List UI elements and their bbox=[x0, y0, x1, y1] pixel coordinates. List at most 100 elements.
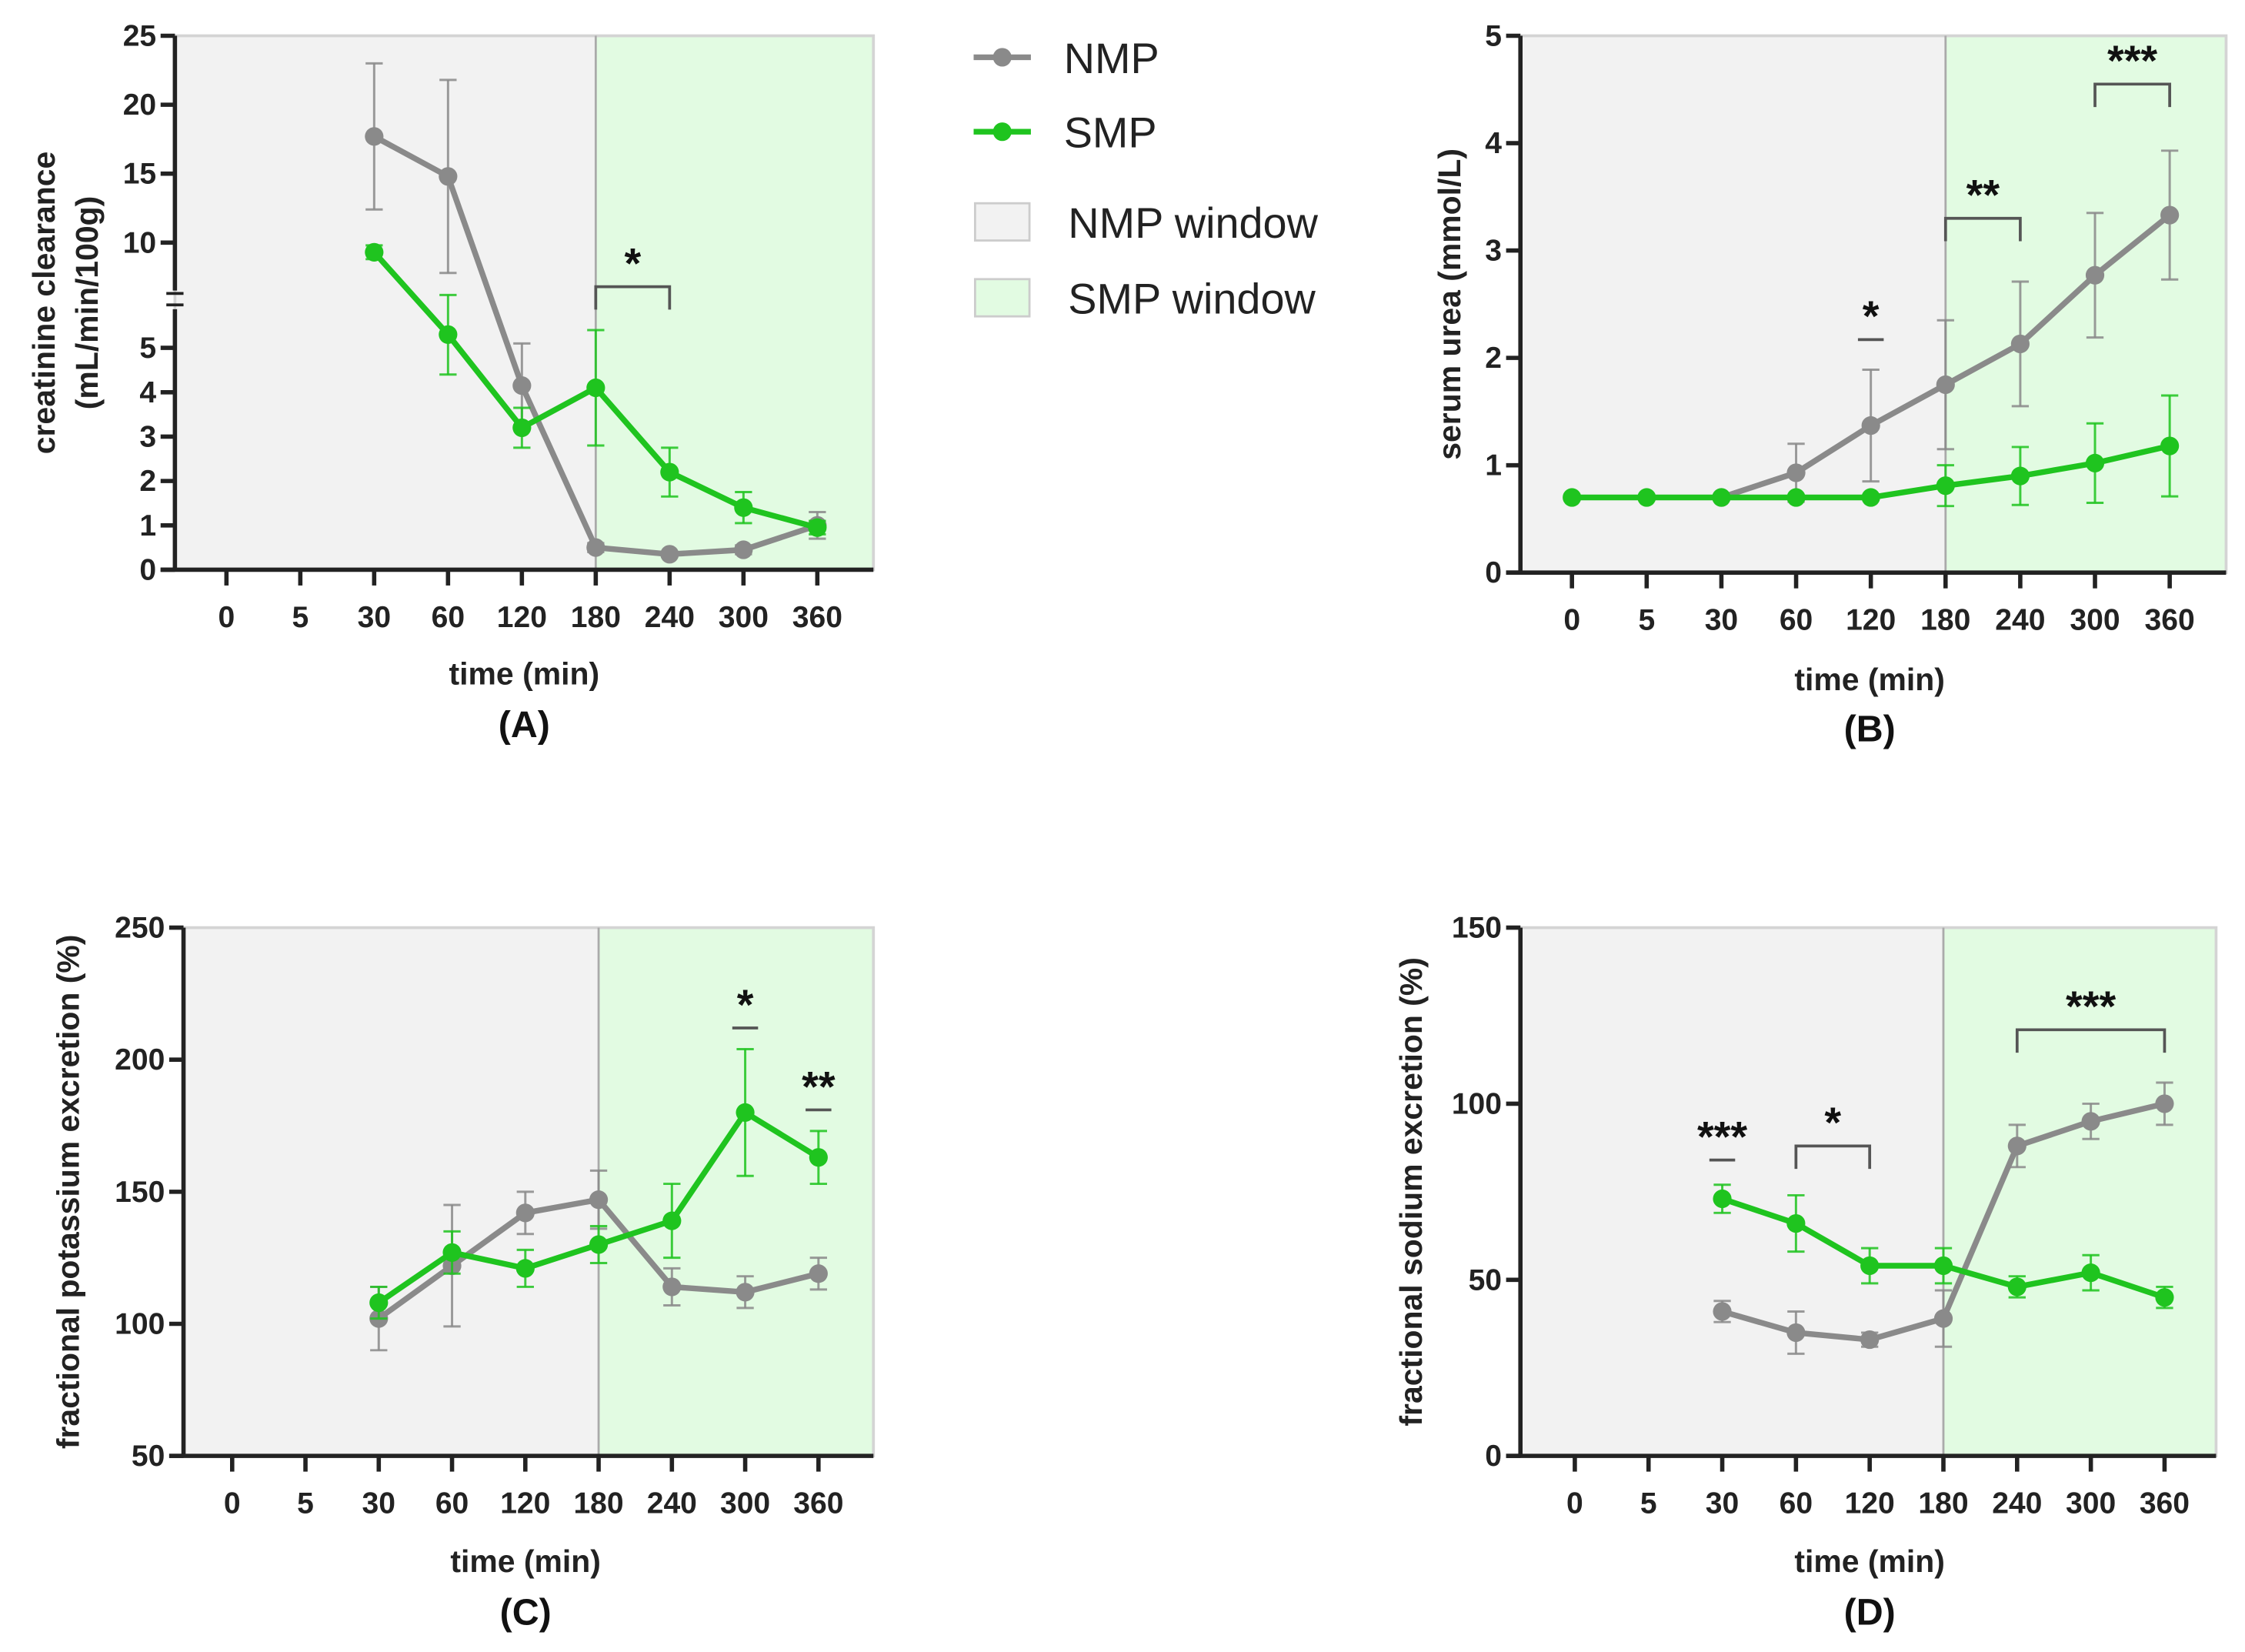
y-tick-label: 2 bbox=[139, 465, 156, 498]
data-point bbox=[369, 1293, 389, 1313]
data-point bbox=[1933, 1309, 1953, 1328]
y-axis-label: creatinine clearance bbox=[26, 152, 62, 455]
nmp-window-region bbox=[1520, 927, 1943, 1457]
legend-label: NMP bbox=[1064, 34, 1159, 82]
data-point bbox=[365, 127, 384, 146]
data-point bbox=[2085, 265, 2105, 285]
x-axis-label: time (min) bbox=[450, 1544, 601, 1579]
data-point bbox=[662, 1277, 682, 1297]
x-tick-label: 5 bbox=[1638, 604, 1655, 637]
x-tick-label: 0 bbox=[224, 1487, 241, 1520]
x-tick-label: 60 bbox=[1780, 604, 1813, 637]
x-tick-label: 240 bbox=[1992, 1487, 2042, 1520]
x-tick-label: 30 bbox=[362, 1487, 395, 1520]
significance-bracket bbox=[2093, 82, 2171, 108]
x-tick-label: 360 bbox=[2145, 604, 2195, 637]
x-axis-label: time (min) bbox=[1794, 662, 1945, 697]
x-tick-label: 300 bbox=[2070, 604, 2120, 637]
legend-item-nmp-window: NMP window bbox=[973, 199, 1319, 247]
smp-window-region bbox=[1943, 927, 2217, 1457]
data-point bbox=[1936, 476, 1955, 496]
x-tick-label: 180 bbox=[1918, 1487, 1968, 1520]
panel-a: 0 1 2 3 4 5 10 15 20 25 0 5 30 60 120 180 240 300 360 time … bbox=[26, 20, 876, 746]
data-point bbox=[1933, 1256, 1953, 1276]
data-point bbox=[809, 1264, 828, 1283]
x-tick-label: 300 bbox=[2066, 1487, 2116, 1520]
data-point bbox=[512, 418, 532, 438]
panel-label: (B) bbox=[1844, 709, 1896, 750]
y-tick-label: 10 bbox=[123, 226, 156, 259]
y-tick-label: 150 bbox=[1452, 912, 1502, 945]
x-axis-label: time (min) bbox=[449, 656, 600, 691]
data-point bbox=[1860, 1330, 1880, 1350]
x-tick-label: 180 bbox=[573, 1487, 623, 1520]
x-tick-label: 240 bbox=[647, 1487, 697, 1520]
data-point bbox=[512, 376, 532, 395]
significance-label: * bbox=[737, 980, 754, 1029]
smp-window-region bbox=[595, 35, 874, 570]
x-tick-label: 180 bbox=[571, 601, 621, 634]
y-tick-label: 15 bbox=[123, 158, 156, 191]
y-tick-label: 150 bbox=[115, 1176, 165, 1209]
data-point bbox=[734, 498, 753, 517]
data-point bbox=[660, 545, 679, 564]
nmp-window-region bbox=[183, 927, 599, 1457]
x-tick-label: 240 bbox=[645, 601, 695, 634]
data-point bbox=[2160, 205, 2180, 225]
data-point bbox=[1860, 1256, 1880, 1276]
legend-swatch bbox=[973, 202, 1031, 242]
data-point bbox=[1713, 1189, 1732, 1209]
y-tick-label: 2 bbox=[1485, 342, 1502, 375]
legend-label: SMP bbox=[1064, 108, 1157, 157]
x-tick-label: 360 bbox=[793, 1487, 843, 1520]
panel-b: 0 1 2 3 4 5 0 5 30 60 120 180 240 300 360 time (min) ser… bbox=[1432, 20, 2228, 750]
y-tick-label: 1 bbox=[139, 509, 156, 542]
significance-label: ** bbox=[802, 1062, 836, 1110]
panel-label: (A) bbox=[499, 704, 550, 746]
x-tick-label: 30 bbox=[1706, 1487, 1739, 1520]
x-tick-label: 60 bbox=[1780, 1487, 1813, 1520]
significance-label: * bbox=[1863, 292, 1880, 340]
significance-label: *** bbox=[2066, 982, 2116, 1030]
legend-label: NMP window bbox=[1068, 199, 1318, 247]
data-point bbox=[1786, 1213, 1806, 1233]
significance-label: * bbox=[1824, 1098, 1841, 1146]
x-tick-label: 0 bbox=[1566, 1487, 1583, 1520]
legend-item-smp-window: SMP window bbox=[973, 274, 1316, 322]
y-tick-label: 100 bbox=[115, 1308, 165, 1341]
legend-label: SMP window bbox=[1068, 274, 1316, 322]
data-point bbox=[2085, 453, 2105, 472]
data-point bbox=[586, 538, 605, 557]
x-tick-label: 120 bbox=[497, 601, 547, 634]
significance-label: * bbox=[624, 239, 641, 287]
y-axis-label: fractional sodium excretion (%) bbox=[1393, 957, 1429, 1426]
significance-label: *** bbox=[2107, 36, 2157, 85]
y-tick-label: 0 bbox=[1485, 556, 1502, 589]
y-tick-label: 200 bbox=[115, 1043, 165, 1076]
x-tick-label: 300 bbox=[719, 601, 769, 634]
y-tick-label: 3 bbox=[139, 420, 156, 453]
x-tick-label: 360 bbox=[792, 601, 842, 634]
y-tick-label: 5 bbox=[1485, 20, 1502, 53]
x-tick-label: 0 bbox=[1563, 604, 1580, 637]
panel-d: 0 50 100 150 0 5 30 60 120 180 240 300 360 time (min)… bbox=[1393, 912, 2218, 1634]
significance-bracket bbox=[1794, 1144, 1872, 1170]
data-point bbox=[1786, 463, 1806, 482]
data-point bbox=[1786, 488, 1806, 507]
data-point bbox=[2155, 1094, 2174, 1113]
x-tick-label: 60 bbox=[432, 601, 465, 634]
data-point bbox=[439, 167, 458, 186]
data-point bbox=[515, 1203, 535, 1223]
series-nmp bbox=[1713, 1081, 2174, 1355]
legend-item-smp: SMP bbox=[973, 108, 1157, 157]
y-axis-label: (mL/min/100g) bbox=[69, 196, 105, 409]
data-point bbox=[1861, 416, 1880, 436]
data-point bbox=[736, 1283, 755, 1302]
x-tick-label: 30 bbox=[358, 601, 391, 634]
data-point bbox=[2155, 1288, 2174, 1307]
data-point bbox=[365, 242, 384, 262]
data-point bbox=[734, 540, 753, 559]
data-point bbox=[1936, 375, 1955, 395]
data-point bbox=[439, 325, 458, 344]
